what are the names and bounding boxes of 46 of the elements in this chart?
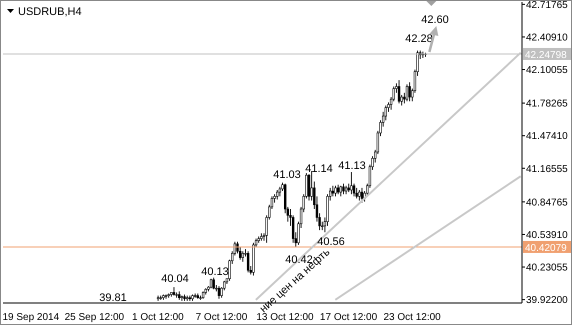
candlestick [210, 278, 212, 289]
annotation: 41.14 [305, 163, 333, 175]
y-tick-label: 42.40910 [526, 32, 568, 44]
candlestick [278, 186, 282, 197]
y-tick-label: 42.71765 [526, 0, 568, 11]
candlestick [398, 80, 400, 104]
y-tick-label: 41.16555 [526, 164, 568, 175]
candlestick [342, 183, 345, 195]
y-tick-label: 41.47410 [526, 131, 568, 142]
annotation: 40.04 [161, 273, 189, 285]
annotation: 42.60 [421, 14, 449, 26]
y-tick-label: 40.53910 [526, 230, 568, 241]
candlestick [276, 190, 278, 200]
y-tick-label: 41.78265 [526, 98, 568, 110]
ref-line-label: 42.24798 [525, 50, 568, 61]
chart-title: USDRUB,H4 [18, 6, 82, 18]
candlestick [242, 250, 244, 262]
x-tick-label: 23 Oct 12:00 [383, 312, 442, 323]
candlestick [246, 250, 250, 273]
x-tick-label: 17 Oct 12:00 [320, 312, 378, 323]
annotation: 40.13 [201, 266, 229, 278]
annotation: 41.13 [338, 160, 366, 172]
y-tick-label: 40.23055 [526, 262, 568, 274]
candlestick [310, 170, 313, 202]
y-tick-label: 40.84765 [526, 197, 568, 208]
annotation: 40.56 [317, 236, 345, 248]
y-tick-label: 39.92200 [526, 295, 568, 306]
candlestick [336, 184, 340, 195]
candlestick [408, 82, 411, 102]
x-tick-label: 7 Oct 12:00 [196, 312, 248, 323]
y-tick-label: 42.10055 [526, 65, 568, 76]
x-tick-label: 19 Sep 2014 [2, 312, 60, 323]
annotation: 41.03 [273, 169, 301, 181]
candlestick [350, 172, 353, 195]
candlestick [212, 277, 215, 290]
x-tick-label: 1 Oct 12:00 [132, 312, 184, 323]
candlestick [332, 185, 334, 197]
candlestick [358, 190, 361, 202]
annotation: 42.28 [405, 33, 433, 45]
x-tick-label: 25 Sep 12:00 [64, 312, 125, 323]
annotation: 39.81 [99, 292, 127, 304]
candlestick [360, 187, 364, 204]
ref-line-label: 40.42079 [525, 242, 568, 254]
x-tick-label: 13 Oct 12:00 [256, 312, 314, 323]
candlestick [355, 187, 358, 199]
candlestick [340, 185, 342, 197]
